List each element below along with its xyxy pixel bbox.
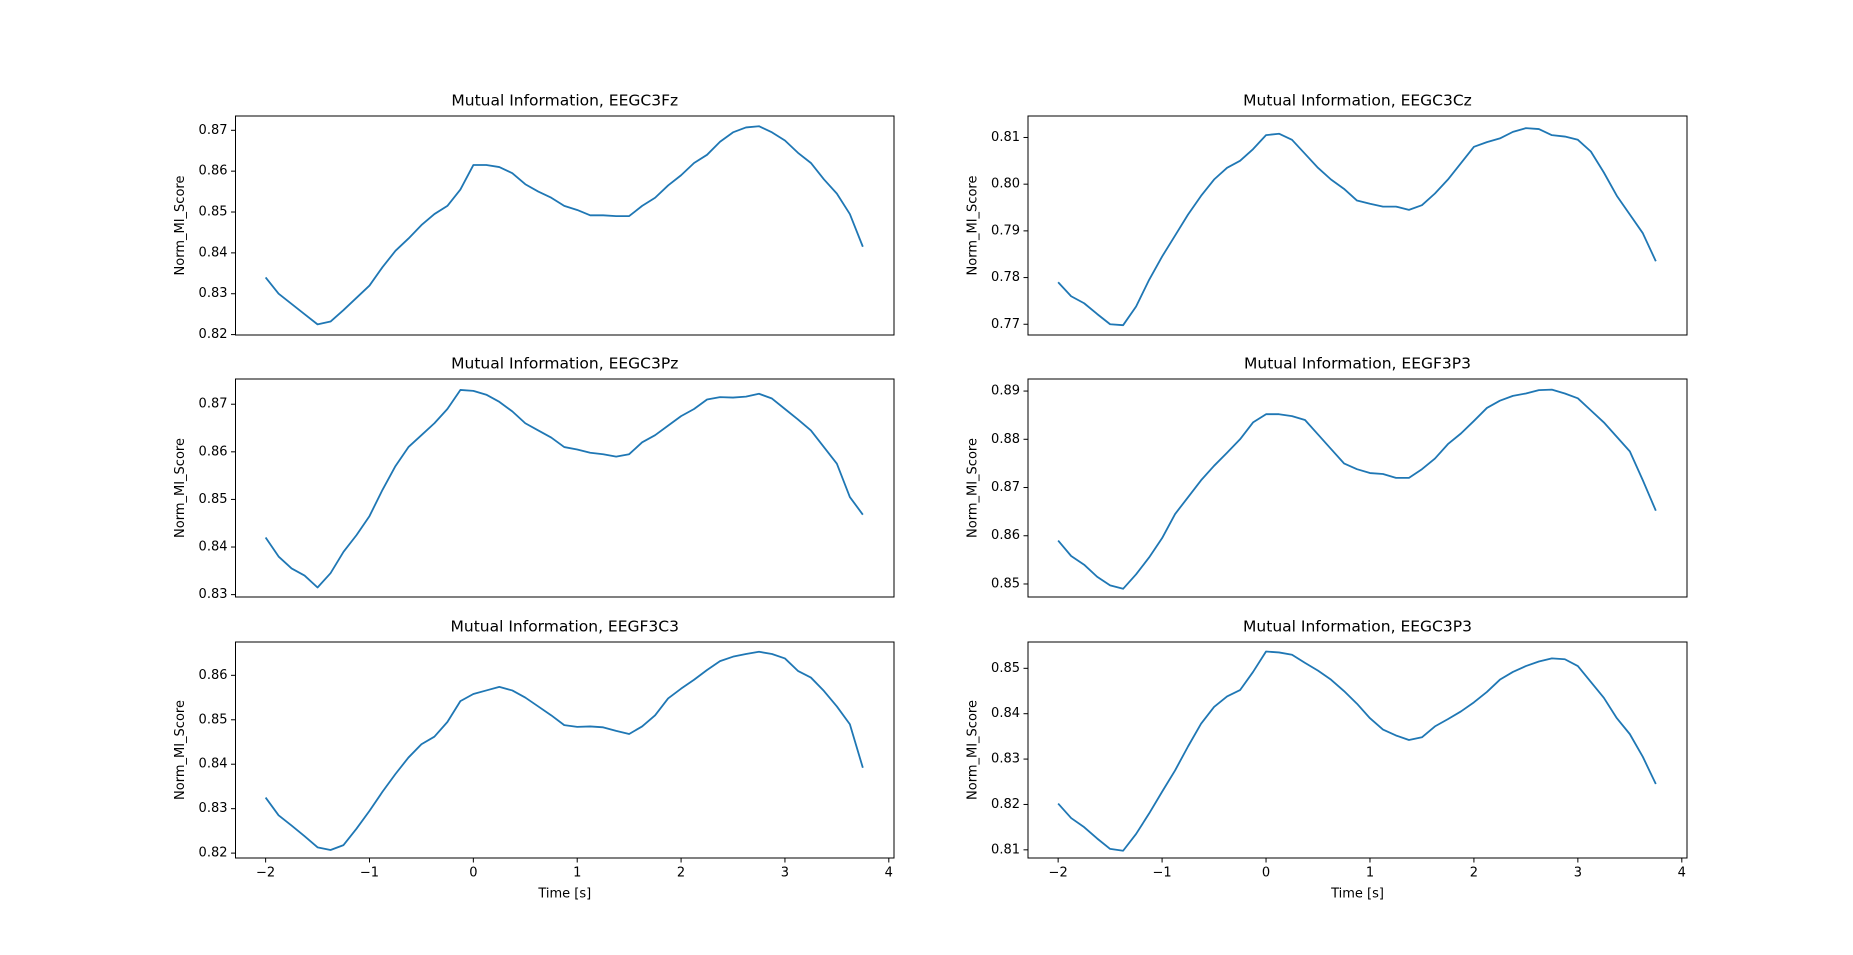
y-tick-label: 0.86 <box>199 444 228 459</box>
x-tick-label: 3 <box>1574 866 1582 881</box>
y-axis-label: Norm_MI_Score <box>173 176 188 276</box>
y-tick-label: 0.87 <box>199 397 228 412</box>
y-tick-label: 0.82 <box>991 797 1020 812</box>
y-axis-label: Norm_MI_Score <box>966 438 981 538</box>
data-line <box>1057 650 1657 852</box>
data-line <box>264 125 864 326</box>
y-tick-label: 0.77 <box>991 317 1020 332</box>
x-tick-label: 0 <box>469 866 477 881</box>
x-tick-label: 2 <box>677 866 685 881</box>
chart-title: Mutual Information, EEGC3Cz <box>1243 92 1472 110</box>
x-tick-label: 4 <box>1678 866 1686 881</box>
x-tick-label: 0 <box>1262 866 1270 881</box>
data-line <box>1057 388 1657 590</box>
y-tick-label: 0.82 <box>199 327 228 342</box>
y-tick-label: 0.83 <box>199 801 228 816</box>
x-tick-label: 4 <box>885 866 893 881</box>
x-tick-label: 3 <box>781 866 789 881</box>
y-tick-label: 0.84 <box>199 540 228 555</box>
axes-frame <box>235 378 895 598</box>
chart-title: Mutual Information, EEGC3Fz <box>451 92 678 110</box>
x-tick-label: 1 <box>1366 866 1374 881</box>
y-tick-label: 0.86 <box>199 668 228 683</box>
y-tick-label: 0.79 <box>991 223 1020 238</box>
y-tick-label: 0.85 <box>199 205 228 220</box>
data-line <box>264 650 864 851</box>
axes-frame <box>1027 641 1688 859</box>
y-tick-label: 0.89 <box>991 384 1020 399</box>
y-tick-label: 0.78 <box>991 270 1020 285</box>
y-tick-label: 0.83 <box>991 752 1020 767</box>
y-tick-label: 0.84 <box>991 706 1020 721</box>
x-tick-label: 1 <box>573 866 581 881</box>
x-axis-label: Time [s] <box>537 887 591 902</box>
y-tick-label: 0.82 <box>199 846 228 861</box>
x-tick-label: −2 <box>256 866 275 881</box>
data-line <box>264 389 864 589</box>
x-tick-label: −2 <box>1049 866 1068 881</box>
chart-title: Mutual Information, EEGC3Pz <box>451 355 678 373</box>
y-tick-label: 0.85 <box>199 712 228 727</box>
y-tick-label: 0.81 <box>991 130 1020 145</box>
x-tick-label: 2 <box>1470 866 1478 881</box>
axes-frame <box>1027 115 1688 336</box>
y-tick-label: 0.85 <box>199 492 228 507</box>
axes-frame <box>1027 378 1688 598</box>
y-tick-label: 0.88 <box>991 432 1020 447</box>
y-tick-label: 0.80 <box>991 177 1020 192</box>
y-tick-label: 0.83 <box>199 587 228 602</box>
y-tick-label: 0.85 <box>991 661 1020 676</box>
y-tick-label: 0.84 <box>199 757 228 772</box>
chart-title: Mutual Information, EEGC3P3 <box>1243 618 1472 636</box>
axes-frame <box>235 115 895 336</box>
y-axis-label: Norm_MI_Score <box>173 700 188 800</box>
y-tick-label: 0.81 <box>991 842 1020 857</box>
chart-title: Mutual Information, EEGF3P3 <box>1244 355 1471 373</box>
y-tick-label: 0.86 <box>991 528 1020 543</box>
x-tick-label: −1 <box>360 866 379 881</box>
axes-frame <box>235 641 895 859</box>
y-axis-label: Norm_MI_Score <box>966 700 981 800</box>
y-tick-label: 0.87 <box>991 480 1020 495</box>
y-axis-label: Norm_MI_Score <box>173 438 188 538</box>
chart-title: Mutual Information, EEGF3C3 <box>451 618 679 636</box>
x-axis-label: Time [s] <box>1330 887 1384 902</box>
y-tick-label: 0.85 <box>991 576 1020 591</box>
x-tick-label: −1 <box>1153 866 1172 881</box>
data-line <box>1057 127 1657 327</box>
y-axis-label: Norm_MI_Score <box>966 176 981 276</box>
y-tick-label: 0.83 <box>199 286 228 301</box>
y-tick-label: 0.86 <box>199 164 228 179</box>
y-tick-label: 0.84 <box>199 245 228 260</box>
y-tick-label: 0.87 <box>199 123 228 138</box>
